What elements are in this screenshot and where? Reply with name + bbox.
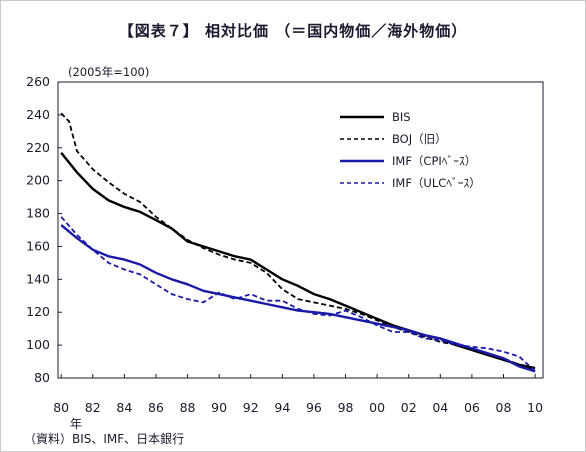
- y-tick-label: 160: [26, 238, 50, 253]
- x-tick-label: 80: [53, 400, 69, 415]
- y-tick-label: 260: [26, 74, 50, 89]
- series-line-3: [60, 216, 536, 373]
- y-tick-label: 80: [34, 370, 50, 385]
- x-tick-label: 00: [369, 400, 385, 415]
- x-tick-label: 86: [148, 400, 164, 415]
- legend-label: IMF（ULCﾍﾞｰｽ）: [392, 176, 481, 190]
- x-tick-label: 94: [274, 400, 290, 415]
- x-tick-label: 08: [496, 400, 512, 415]
- x-tick-label: 06: [464, 400, 480, 415]
- legend-label: BIS: [392, 110, 411, 124]
- x-tick-label: 92: [243, 400, 259, 415]
- series-line-0: [60, 151, 536, 370]
- x-axis: 80 82 84 86 88 90 92 94 96 98 00 02 04 06 08 10: [53, 374, 543, 415]
- x-tick-label: 04: [432, 400, 448, 415]
- x-tick-label: 96: [306, 400, 322, 415]
- x-tick-label: 98: [338, 400, 354, 415]
- y-tick-label: 140: [26, 271, 50, 286]
- chart-title: 【図表７】 相対比価 （＝国内物価／海外物価）: [118, 22, 468, 40]
- y-tick-label: 180: [26, 206, 50, 221]
- x-tick-label: 84: [116, 400, 132, 415]
- y-tick-label: 220: [26, 140, 50, 155]
- x-tick-label: 10: [527, 400, 543, 415]
- unit-note: (2005年=100): [68, 65, 150, 79]
- y-tick-label: 240: [26, 107, 50, 122]
- series-layer: [60, 112, 536, 373]
- x-tick-label: 82: [85, 400, 101, 415]
- x-tick-label: 88: [180, 400, 196, 415]
- legend-label: BOJ（旧）: [392, 132, 447, 146]
- x-tick-label: 02: [401, 400, 417, 415]
- source-note: （資料）BIS、IMF、日本銀行: [24, 432, 185, 446]
- y-axis: 80 100 120 140 160 180 200 220 240 260: [26, 74, 62, 385]
- y-tick-label: 120: [26, 304, 50, 319]
- x-tick-label: 90: [211, 400, 227, 415]
- plot-area: [57, 81, 544, 379]
- y-tick-label: 200: [26, 173, 50, 188]
- legend: BIS BOJ（旧） IMF（CPIﾍﾞｰｽ） IMF（ULCﾍﾞｰｽ）: [340, 110, 481, 190]
- series-line-2: [60, 224, 536, 373]
- x-axis-year-suffix: 年: [70, 417, 83, 431]
- y-tick-label: 100: [26, 337, 50, 352]
- series-line-1: [60, 112, 536, 371]
- legend-label: IMF（CPIﾍﾞｰｽ）: [392, 154, 476, 168]
